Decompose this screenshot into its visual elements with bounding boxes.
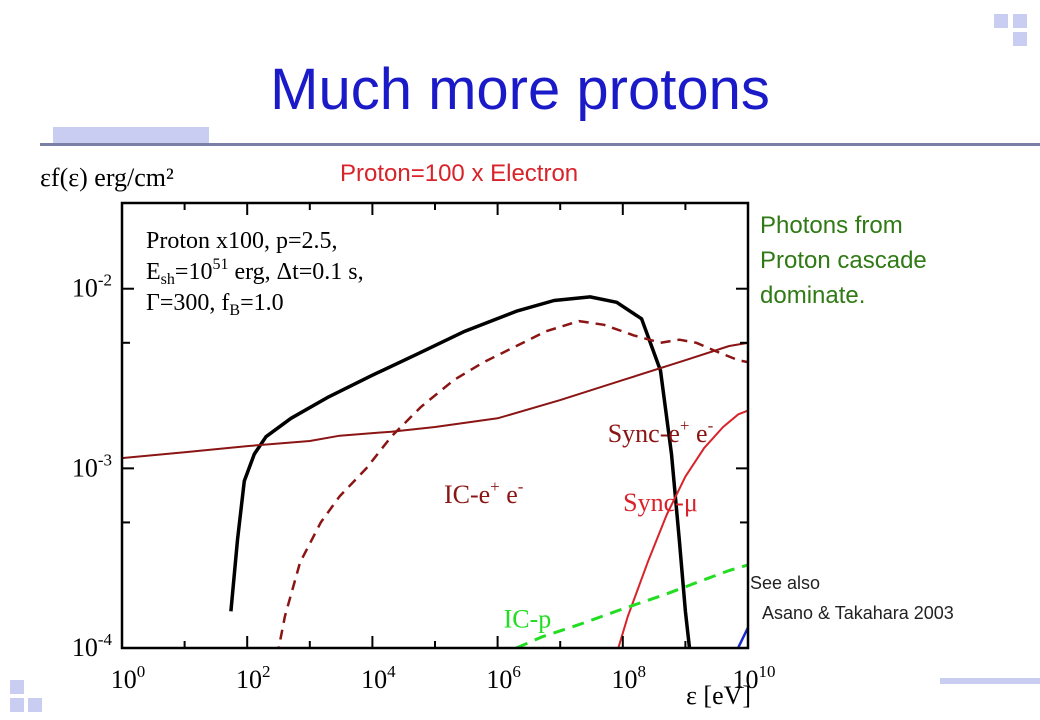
series-line-2	[122, 341, 748, 460]
parameter-legend: Proton x100, p=2.5, Esh=1051 erg, Δt=0.1…	[146, 228, 364, 319]
x-tick-label: 1010	[733, 662, 776, 694]
legend-line-2: Esh=1051 erg, Δt=0.1 s,	[146, 256, 364, 288]
curve-label-1: IC-e+ e-	[444, 477, 524, 509]
corner-square-bottom-2	[10, 698, 24, 712]
y-axis-label: εf(ε) erg/cm²	[40, 163, 174, 192]
x-tick-label: 106	[486, 662, 520, 694]
corner-square-bottom-3	[28, 698, 42, 712]
x-tick-label: 104	[361, 662, 396, 694]
y-tick-label: 10-3	[72, 450, 112, 482]
corner-square-top-3	[1013, 32, 1027, 46]
annotation-line-1: Photons from	[760, 212, 903, 239]
chart-subtitle: Proton=100 x Electron	[340, 160, 579, 187]
series-line-0	[229, 295, 692, 648]
footer-accent-bar	[940, 678, 1040, 684]
curve-label-3: IC-p	[504, 605, 552, 634]
series-line-1	[277, 319, 748, 648]
title-accent-bar	[53, 127, 209, 143]
x-tick-label: 108	[612, 662, 647, 694]
curve-label-2: Sync-μ	[623, 488, 698, 517]
annotation-line-3: dominate.	[760, 282, 866, 309]
legend-line-3: Γ=300, fB=1.0	[146, 290, 284, 319]
see-also-reference: Asano & Takahara 2003	[762, 603, 954, 623]
series-line-4	[515, 563, 748, 648]
title-divider	[40, 143, 1040, 146]
slide-title: Much more protons	[270, 57, 770, 122]
corner-square-top-2	[1013, 14, 1027, 28]
series-line-5	[736, 626, 748, 648]
corner-square-bottom-1	[10, 680, 24, 694]
series-line-3	[617, 409, 748, 648]
curve-label-0: Sync-e+ e-	[608, 416, 714, 448]
legend-line-1: Proton x100, p=2.5,	[146, 228, 338, 254]
x-axis-label: ε [eV]	[686, 681, 751, 710]
annotation-text: Photons from Proton cascade dominate.	[760, 208, 927, 313]
x-tick-label: 100	[111, 662, 146, 694]
see-also-label: See also	[750, 573, 821, 593]
y-tick-label: 10-4	[72, 630, 113, 662]
annotation-line-2: Proton cascade	[760, 247, 927, 274]
corner-square-top-1	[994, 14, 1008, 28]
y-tick-label: 10-2	[72, 271, 112, 303]
x-tick-label: 102	[236, 662, 271, 694]
